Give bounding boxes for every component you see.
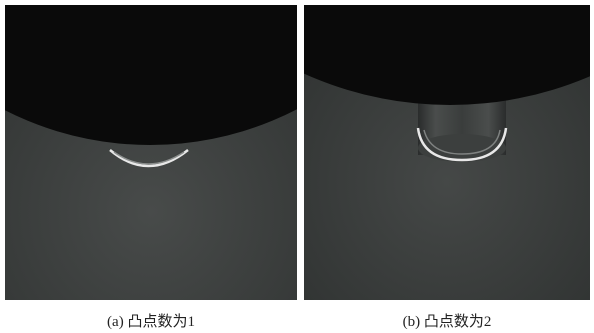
figure: (a) 凸点数为1 (b) 凸点数为2	[0, 0, 594, 333]
caption: (b) 凸点数为2	[302, 310, 592, 331]
figure-images	[0, 0, 594, 305]
caption: (a) 凸点数为1	[6, 310, 296, 331]
